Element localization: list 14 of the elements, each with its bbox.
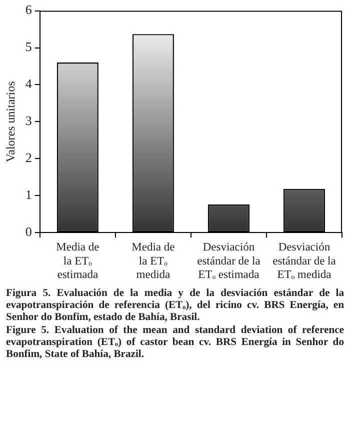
y-tick-label: 4 [25, 76, 32, 92]
caption: Figure 5. Evaluation of the mean and standard deviation of reference evapotranspiration (ETₒ) of castor bean cv. BRS Energía in Senhor do Bonfim, State of Bahía, Brazil. [6, 324, 344, 362]
text: Figura 5. Evaluación de la media y de la desviación estándar de la evapotranspiración de referencia (ETₒ), del ricino cv. BRS Energía, en Senhor do Bonfim, estado de Bahía, Brasil. [6, 288, 344, 325]
y-tick-label: 2 [25, 150, 32, 166]
y-tick-label: 5 [25, 39, 32, 54]
x-tick-label: Media de la ETₒ medida [132, 242, 175, 282]
y-tick-label: 6 [25, 2, 32, 18]
y-axis-title: Valores unitarios [3, 80, 18, 162]
y-tick-label: 1 [25, 187, 32, 202]
x-tick-label: Media de la ETₒ estimada [56, 242, 100, 282]
y-tick-label: 3 [25, 113, 32, 128]
y-tick-label: 0 [25, 224, 32, 240]
x-tick-label: Desviación estándar de la ETₒ medida [272, 242, 336, 282]
x-tick-label: Desviación estándar de la ETₒ estimada [197, 242, 260, 282]
